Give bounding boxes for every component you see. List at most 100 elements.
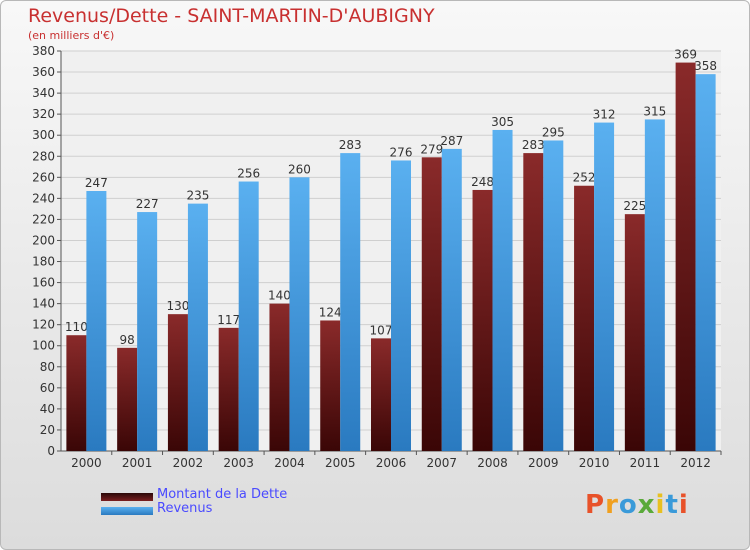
legend-swatch-dette xyxy=(101,493,153,501)
x-tick-label: 2012 xyxy=(680,456,711,470)
logo-letter: P xyxy=(585,490,606,520)
bar-dette xyxy=(624,214,645,451)
x-tick-label: 2006 xyxy=(376,456,407,470)
y-tick-label: 320 xyxy=(32,107,55,121)
data-label-revenus: 227 xyxy=(136,197,159,211)
data-label-dette: 117 xyxy=(217,313,240,327)
y-tick-label: 300 xyxy=(32,128,55,142)
bar-dette xyxy=(371,338,391,451)
proxiti-logo: Proxiti xyxy=(585,490,689,520)
x-tick-label: 2011 xyxy=(630,456,661,470)
x-tick-label: 2009 xyxy=(528,456,559,470)
bar-revenus xyxy=(695,74,716,451)
y-tick-label: 380 xyxy=(32,44,55,58)
y-tick-label: 100 xyxy=(32,339,55,353)
bar-revenus xyxy=(340,153,361,451)
x-tick-label: 2007 xyxy=(426,456,457,470)
x-tick-label: 2010 xyxy=(579,456,610,470)
data-label-revenus: 312 xyxy=(593,108,616,122)
data-label-revenus: 305 xyxy=(491,115,514,129)
data-label-revenus: 256 xyxy=(237,167,260,181)
data-label-revenus: 295 xyxy=(542,125,565,139)
data-label-dette: 369 xyxy=(674,48,697,62)
y-tick-label: 220 xyxy=(32,212,55,226)
data-label-revenus: 276 xyxy=(390,145,413,159)
logo-letter: t xyxy=(665,490,679,520)
data-label-dette: 98 xyxy=(120,333,135,347)
data-label-dette: 252 xyxy=(573,171,596,185)
bar-dette xyxy=(675,62,696,451)
bar-revenus xyxy=(391,160,411,451)
y-tick-label: 0 xyxy=(47,444,55,458)
y-tick-label: 280 xyxy=(32,149,55,163)
y-tick-label: 360 xyxy=(32,65,55,79)
data-label-dette: 283 xyxy=(522,138,545,152)
bar-revenus xyxy=(187,203,208,451)
logo-letter: x xyxy=(637,490,656,520)
y-tick-label: 20 xyxy=(40,423,55,437)
y-tick-label: 60 xyxy=(40,381,55,395)
x-tick-label: 2008 xyxy=(477,456,508,470)
bar-dette xyxy=(66,335,87,451)
bar-revenus xyxy=(289,177,310,451)
bar-dette xyxy=(523,153,544,451)
legend-label-dette: Montant de la Dette xyxy=(157,487,288,502)
x-tick-label: 2004 xyxy=(274,456,305,470)
data-label-dette: 225 xyxy=(623,199,646,213)
x-tick-label: 2001 xyxy=(122,456,153,470)
bar-revenus xyxy=(86,191,107,451)
y-tick-label: 180 xyxy=(32,255,55,269)
bar-revenus xyxy=(238,181,259,452)
data-label-revenus: 283 xyxy=(339,138,362,152)
chart-subtitle: (en milliers d'€) xyxy=(28,29,115,42)
legend-label-revenus: Revenus xyxy=(157,501,213,516)
x-tick-label: 2003 xyxy=(223,456,254,470)
data-label-revenus: 358 xyxy=(694,59,717,73)
data-label-dette: 279 xyxy=(420,142,443,156)
data-label-dette: 130 xyxy=(166,299,189,313)
y-tick-label: 160 xyxy=(32,276,55,290)
bar-revenus xyxy=(137,212,158,451)
y-tick-label: 140 xyxy=(32,297,55,311)
data-label-dette: 110 xyxy=(65,320,88,334)
bar-dette xyxy=(167,314,188,451)
bar-dette xyxy=(421,157,442,451)
data-label-revenus: 235 xyxy=(186,189,209,203)
x-tick-label: 2002 xyxy=(173,456,204,470)
chart-title: Revenus/Dette - SAINT-MARTIN-D'AUBIGNY xyxy=(28,5,435,27)
data-label-revenus: 247 xyxy=(85,176,108,190)
x-tick-label: 2000 xyxy=(71,456,102,470)
bar-revenus xyxy=(594,122,615,451)
data-label-revenus: 260 xyxy=(288,162,311,176)
logo-letter: i xyxy=(655,490,666,520)
y-tick-label: 80 xyxy=(40,360,55,374)
logo-letter: o xyxy=(618,490,638,520)
y-tick-label: 200 xyxy=(32,233,55,247)
logo-letter: i xyxy=(678,490,689,520)
bar-dette xyxy=(117,347,138,451)
bar-revenus xyxy=(492,129,513,451)
data-label-revenus: 287 xyxy=(440,134,463,148)
bar-dette xyxy=(574,185,595,451)
bar-dette xyxy=(218,327,239,451)
y-tick-label: 40 xyxy=(40,402,55,416)
logo-letter: r xyxy=(605,490,619,520)
bar-dette xyxy=(320,320,341,451)
y-tick-label: 240 xyxy=(32,191,55,205)
data-label-revenus: 315 xyxy=(643,104,666,118)
legend-swatch-revenus xyxy=(101,507,153,515)
data-label-dette: 124 xyxy=(319,305,342,319)
x-tick-label: 2005 xyxy=(325,456,356,470)
bar-revenus xyxy=(543,140,564,451)
bar-dette xyxy=(472,189,493,451)
bar-revenus xyxy=(441,148,462,452)
data-label-dette: 107 xyxy=(370,323,393,337)
bar-revenus xyxy=(644,119,665,451)
data-label-dette: 248 xyxy=(471,175,494,189)
y-tick-label: 260 xyxy=(32,170,55,184)
data-label-dette: 140 xyxy=(268,289,291,303)
y-tick-label: 120 xyxy=(32,318,55,332)
bar-dette xyxy=(269,303,290,451)
